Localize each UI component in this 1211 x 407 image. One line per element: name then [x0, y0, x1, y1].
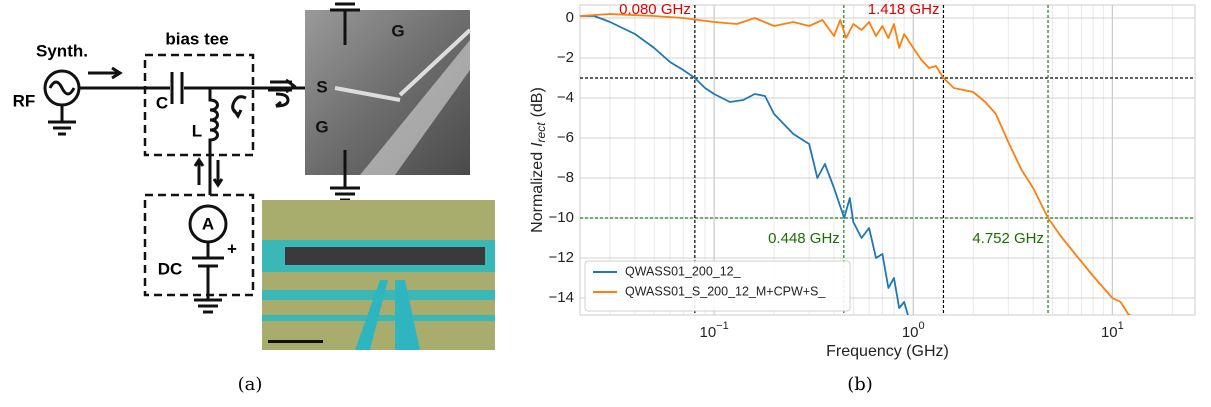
plot-area: [580, 13, 1132, 315]
circuit-diagram: Synth. RF bias tee C L G S G A + DC: [13, 2, 495, 350]
tick-base: 10: [700, 324, 717, 341]
x-tick-label: 101: [1101, 320, 1124, 341]
tick-base: 10: [1101, 324, 1118, 341]
y-tick-label: 0: [566, 9, 574, 26]
label: G: [315, 117, 328, 136]
y-tick-label: −6: [557, 129, 574, 146]
annotation: 1.418 GHz: [868, 1, 940, 18]
y-tick-label: −8: [557, 169, 574, 186]
label: S: [316, 77, 327, 96]
bias-tee-box: [143, 53, 255, 157]
caption: (a): [238, 374, 263, 395]
label: G: [391, 21, 404, 40]
label: DC: [158, 259, 183, 278]
optical-image: [262, 200, 495, 350]
legend-box: [584, 260, 851, 312]
tick-exponent: 1: [1118, 320, 1124, 332]
label: bias tee: [165, 29, 228, 48]
caption: (b): [847, 374, 873, 395]
y-label-unit: (dB): [529, 87, 546, 117]
y-axis-label: Normalized Irect (dB): [529, 87, 548, 233]
label: +: [227, 239, 237, 258]
x-axis-label: Frequency (GHz): [826, 343, 949, 360]
tick-base: 10: [902, 324, 919, 341]
annotation: 0.080 GHz: [619, 1, 691, 18]
y-label-text: Normalized: [529, 152, 546, 233]
annotation: 0.448 GHz: [768, 230, 840, 247]
label: C: [156, 93, 168, 112]
tick-exponent: −1: [716, 320, 729, 332]
series-line: [580, 13, 1132, 315]
label: A: [202, 214, 214, 233]
label: L: [192, 121, 202, 140]
y-label-subscript: rect: [534, 122, 548, 143]
y-label-symbol: I: [529, 142, 546, 147]
legend-label: QWASS01_200_12_: [625, 264, 742, 278]
label: Synth.: [36, 41, 88, 60]
plot-frame: [579, 4, 1196, 316]
annotation: 4.752 GHz: [972, 230, 1044, 247]
y-tick-label: −10: [549, 209, 574, 226]
x-tick-label: 10−1: [700, 320, 729, 341]
y-tick-label: −2: [557, 49, 574, 66]
tick-exponent: 0: [919, 320, 925, 332]
label: RF: [13, 91, 36, 110]
y-tick-label: −4: [557, 89, 574, 106]
series-line: [580, 15, 909, 315]
legend-label: QWASS01_S_200_12_M+CPW+S_: [625, 284, 826, 298]
y-tick-label: −12: [549, 249, 574, 266]
y-tick-label: −14: [549, 289, 574, 306]
dc-box: [143, 193, 255, 297]
x-tick-label: 100: [902, 320, 925, 341]
